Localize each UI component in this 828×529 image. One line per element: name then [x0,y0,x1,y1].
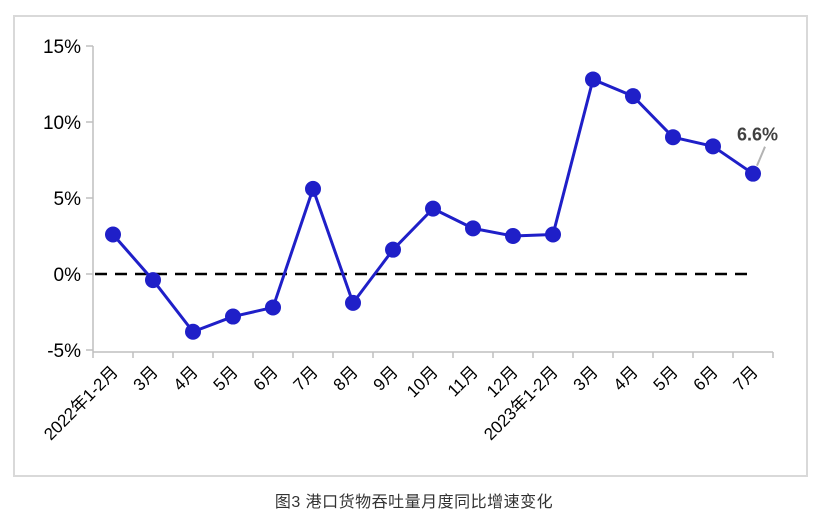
chart-caption: 图3 港口货物吞吐量月度同比增速变化 [274,494,554,511]
data-point-marker [345,294,361,311]
x-axis-label: 7月 [290,362,322,394]
y-axis-label: 15% [43,37,81,58]
data-point-marker [385,241,401,258]
data-point-marker [665,129,681,146]
y-axis-label: -5% [47,341,81,362]
data-point-marker [225,308,241,325]
x-axis-label: 6月 [250,362,282,394]
data-point-marker [585,71,601,88]
data-point-marker [505,228,521,244]
data-point-marker [425,200,441,217]
x-axis-label: 2022年1-2月 [40,362,122,444]
data-point-marker [265,299,281,316]
data-point-marker [145,272,161,289]
x-axis-label: 5月 [650,362,682,394]
y-axis-label: 10% [43,113,81,134]
data-point-marker [105,226,121,243]
x-axis-label: 11月 [444,362,482,400]
data-point-marker [545,226,561,243]
x-axis-label: 4月 [170,362,202,394]
annotation-leader-line [756,146,766,167]
x-axis-label: 2023年1-2月 [480,362,562,444]
data-point-marker [625,88,641,105]
x-axis-label: 6月 [690,362,722,394]
y-axis-label: 5% [54,189,82,210]
x-axis-label: 4月 [610,362,642,394]
x-axis-label: 7月 [730,362,762,394]
line-chart: 15%10%5%0%-5%2022年1-2月 3月 4月 5月 6月 7月 8月 9月 10月 1… [13,15,808,477]
x-axis-label: 9月 [370,362,402,394]
x-axis-label: 3月 [570,362,602,394]
data-point-marker [465,220,481,237]
data-point-marker [305,180,321,197]
chart-frame [13,15,808,477]
x-axis-label: 10月 [403,362,442,401]
data-point-marker [705,138,721,155]
x-axis-label: 3月 [130,362,162,394]
data-label: 6.6% [737,125,778,145]
x-axis-label: 8月 [330,362,362,394]
y-axis-label: 0% [54,265,82,286]
data-point-marker [185,323,201,340]
x-axis-label: 5月 [210,362,242,394]
data-point-marker [745,165,761,182]
